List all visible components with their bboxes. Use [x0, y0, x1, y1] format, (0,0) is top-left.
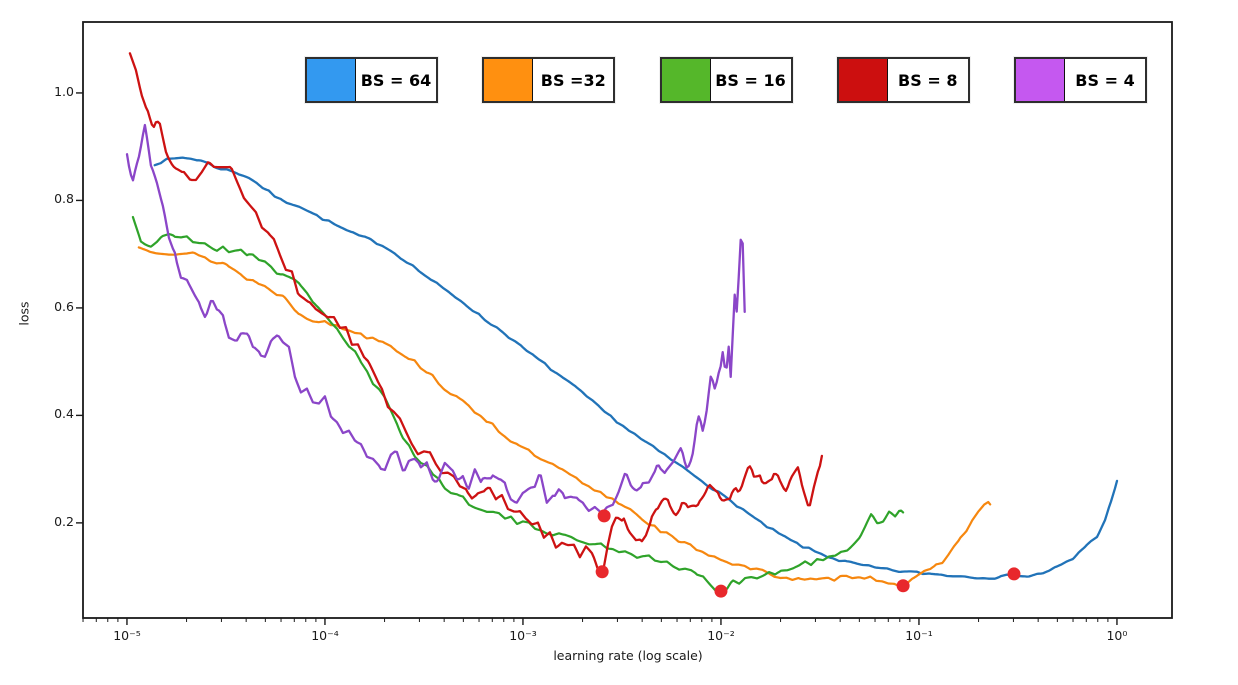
x-axis-label: learning rate (log scale): [553, 648, 703, 663]
legend-label: BS = 8: [898, 70, 958, 90]
loss-curve-16: [131, 215, 905, 592]
x-tick-label: 10⁻¹: [905, 628, 933, 643]
x-tick-label: 10⁻²: [707, 628, 735, 643]
plot-border: [82, 21, 1173, 619]
legend-item: BS = 16: [659, 57, 793, 103]
legend: BS = 64 BS =32 BS = 16 BS = 8 BS = 4: [305, 57, 1147, 103]
min-loss-marker: [1007, 567, 1021, 581]
legend-item: BS = 8: [836, 57, 970, 103]
y-tick-label: 1.0: [54, 83, 74, 99]
legend-swatch: [307, 59, 356, 101]
min-loss-marker: [896, 579, 910, 593]
legend-swatch: [1016, 59, 1065, 101]
legend-swatch: [661, 59, 711, 101]
legend-label: BS =32: [540, 70, 606, 90]
y-tick-label: 0.6: [54, 298, 74, 314]
loss-curve-4: [125, 123, 746, 514]
legend-label: BS = 16: [715, 70, 786, 90]
x-tick-label: 10⁻⁵: [113, 628, 141, 643]
min-loss-marker: [595, 565, 609, 579]
y-tick-label: 0.4: [54, 406, 74, 422]
legend-label: BS = 64: [360, 70, 432, 90]
min-loss-marker: [714, 584, 728, 598]
loss-curve-32: [137, 246, 992, 588]
y-tick-label: 0.8: [54, 191, 74, 207]
legend-item: BS =32: [482, 57, 616, 103]
x-tick-label: 10⁻³: [509, 628, 537, 643]
y-tick-label: 0.2: [54, 513, 74, 529]
min-loss-marker: [597, 509, 611, 523]
legend-item: BS = 64: [305, 57, 438, 103]
x-tick-label: 10⁰: [1106, 628, 1128, 643]
legend-swatch: [838, 59, 888, 101]
legend-item: BS = 4: [1014, 57, 1147, 103]
loss-curve-64: [153, 156, 1119, 580]
legend-label: BS = 4: [1075, 70, 1135, 90]
x-tick-label: 10⁻⁴: [311, 628, 339, 643]
loss-curve-8: [128, 52, 824, 573]
legend-swatch: [484, 59, 534, 101]
y-axis-label: loss: [16, 301, 32, 326]
